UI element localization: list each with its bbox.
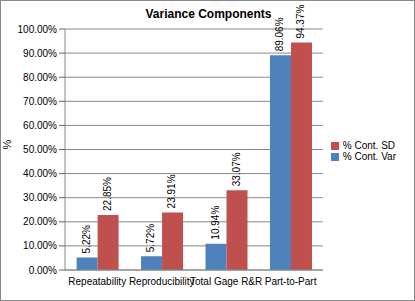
html-text:Variance Components: Variance Components bbox=[145, 7, 272, 21]
svg-text:22.85%: 22.85% bbox=[102, 177, 113, 211]
svg-text:Part-to-Part: Part-to-Part bbox=[265, 276, 317, 287]
svg-text:5.72%: 5.72% bbox=[145, 224, 156, 252]
svg-text:Total Gage R&R: Total Gage R&R bbox=[190, 276, 262, 287]
html-text:% Cont. Var: % Cont. Var bbox=[342, 150, 396, 162]
svg-text:50.00%: 50.00% bbox=[23, 144, 57, 155]
svg-text:60.00%: 60.00% bbox=[23, 120, 57, 131]
svg-text:40.00%: 40.00% bbox=[23, 168, 57, 179]
svg-text:10.00%: 10.00% bbox=[23, 240, 57, 251]
svg-text:Reproducibility: Reproducibility bbox=[129, 276, 195, 287]
svg-text:20.00%: 20.00% bbox=[23, 216, 57, 227]
svg-text:23.91%: 23.91% bbox=[166, 174, 177, 208]
svg-text:80.00%: 80.00% bbox=[23, 72, 57, 83]
svg-text:89.06%: 89.06% bbox=[274, 17, 285, 51]
svg-text:10.94%: 10.94% bbox=[210, 206, 221, 240]
svg-text:30.00%: 30.00% bbox=[23, 192, 57, 203]
svg-text:Repeatability: Repeatability bbox=[68, 276, 126, 287]
svg-text:%: % bbox=[8, 140, 13, 150]
html-text:% Cont. SD: % Cont. SD bbox=[342, 139, 396, 151]
svg-text:33.07%: 33.07% bbox=[231, 152, 242, 186]
svg-text:90.00%: 90.00% bbox=[23, 48, 57, 59]
svg-text:5.22%: 5.22% bbox=[81, 225, 92, 253]
svg-text:70.00%: 70.00% bbox=[23, 96, 57, 107]
svg-text:94.37%: 94.37% bbox=[295, 5, 306, 39]
svg-text:100.00%: 100.00% bbox=[18, 24, 58, 35]
svg-text:0.00%: 0.00% bbox=[29, 265, 57, 276]
